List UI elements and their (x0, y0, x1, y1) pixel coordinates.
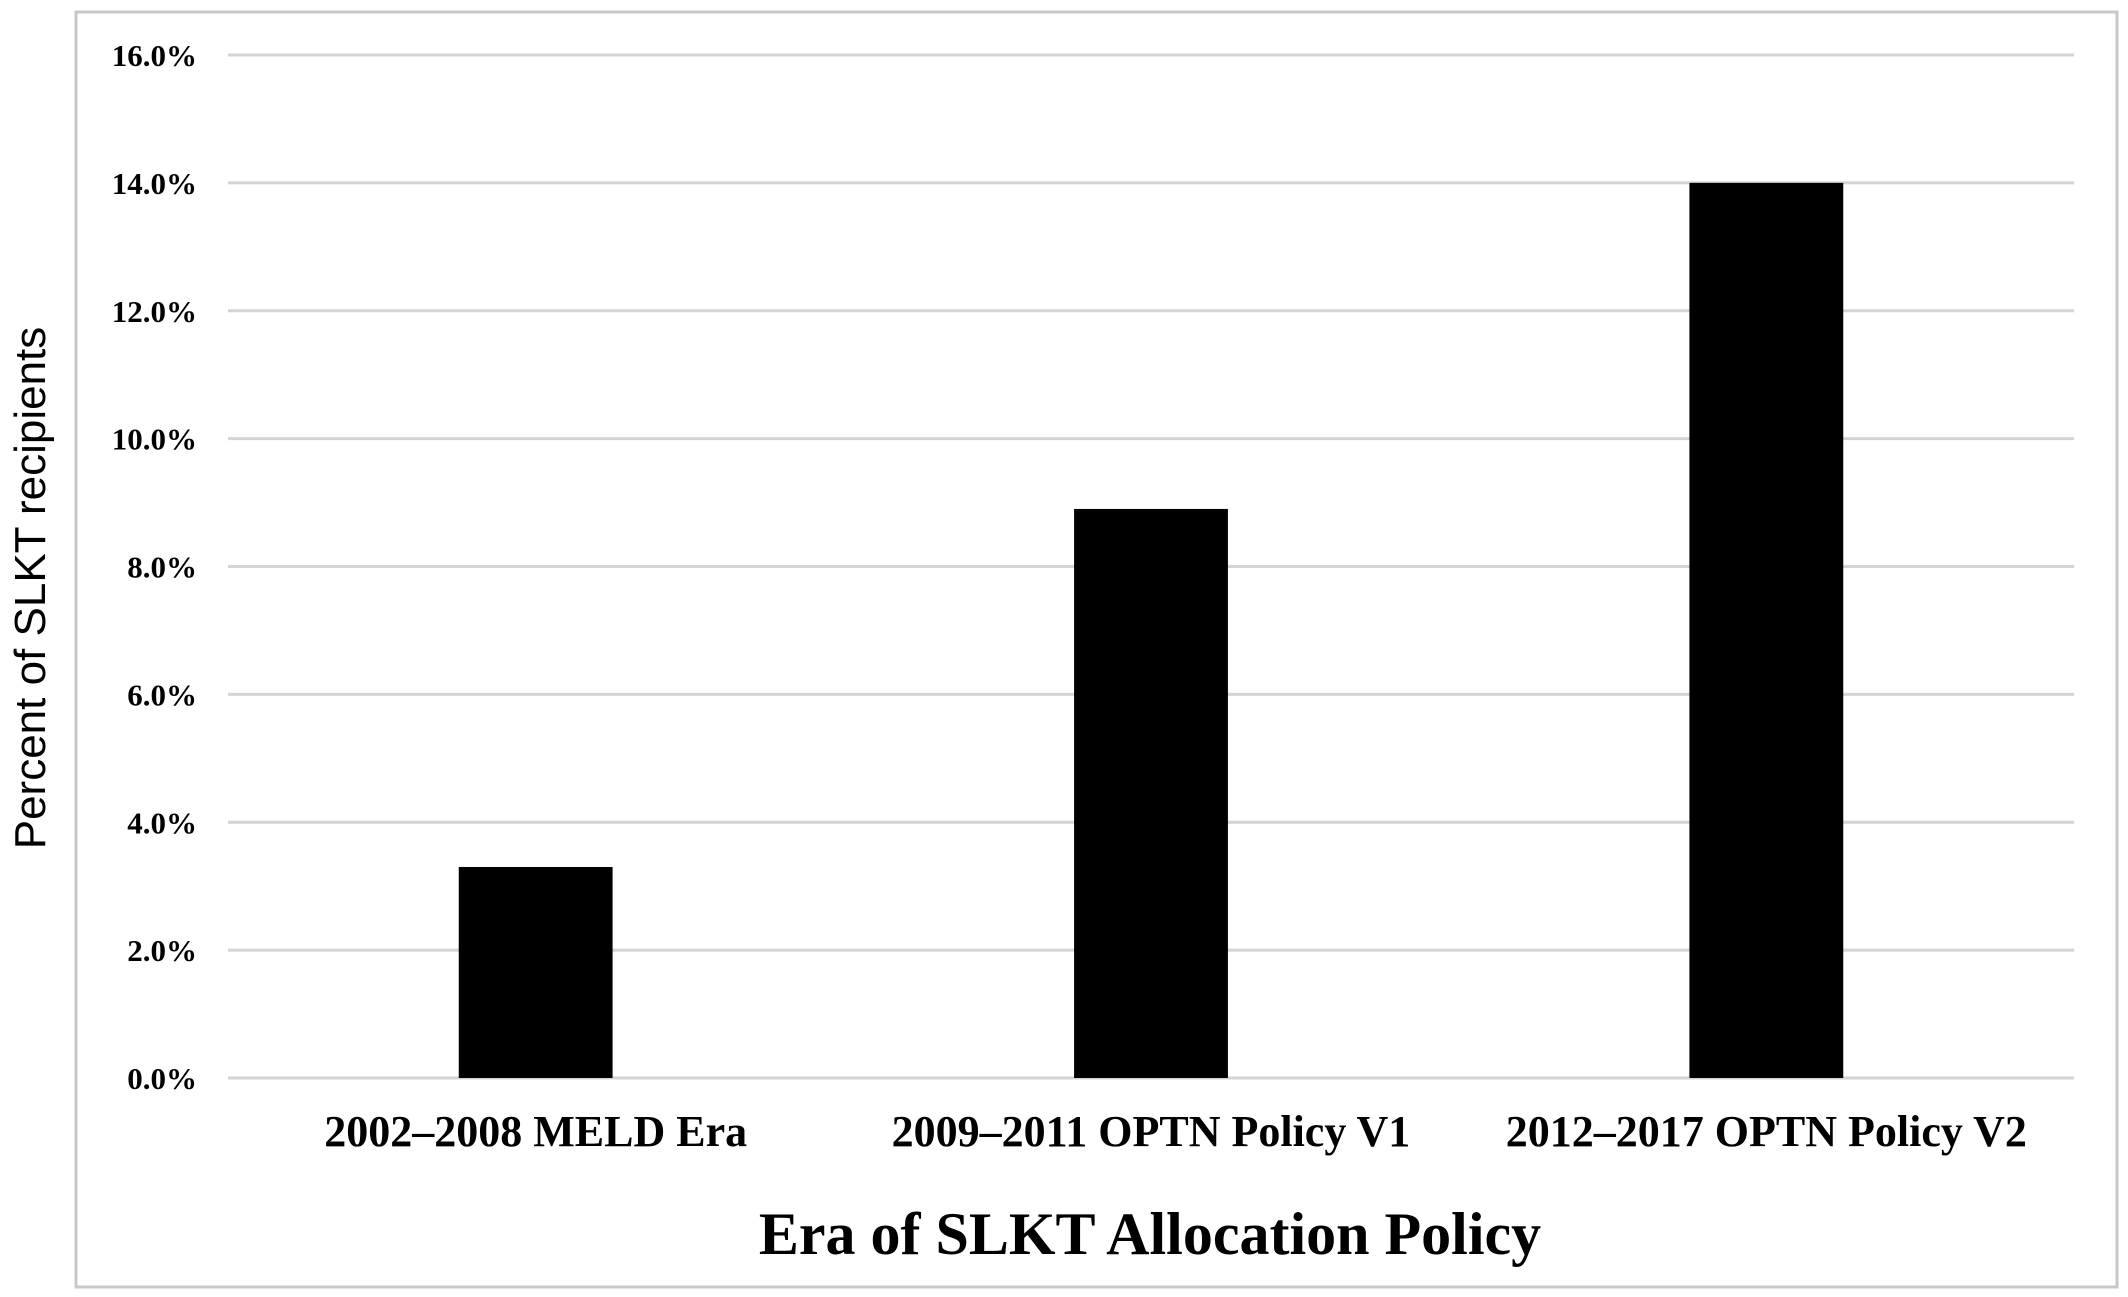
y-tick-label: 6.0% (127, 677, 197, 712)
y-tick-label: 16.0% (112, 38, 197, 73)
y-tick-label: 12.0% (112, 294, 197, 329)
y-tick-label: 8.0% (127, 550, 197, 585)
x-tick-label: 2002‒2008 MELD Era (324, 1107, 747, 1156)
y-tick-label: 14.0% (112, 166, 197, 201)
bar (1689, 182, 1844, 1078)
y-tick-label: 2.0% (127, 933, 197, 968)
x-tick-labels: 2002‒2008 MELD Era 2009‒2011 OPTN Policy … (324, 1107, 2027, 1156)
y-tick-label: 10.0% (112, 422, 197, 457)
bar (458, 867, 613, 1078)
y-tick-labels: 0.0% 2.0% 4.0% 6.0% 8.0% 10.0% 12.0% 14.0% 16.0% (112, 38, 197, 1096)
y-tick-label: 4.0% (127, 805, 197, 840)
x-axis-label: Era of SLKT Allocation Policy (759, 1201, 1541, 1267)
x-tick-label: 2012‒2017 OPTN Policy V2 (1506, 1107, 2027, 1156)
bar (1074, 508, 1228, 1078)
y-axis-label: Percent of SLKT recipients (6, 327, 55, 850)
bars (458, 182, 1844, 1078)
y-tick-label: 0.0% (127, 1061, 197, 1096)
x-tick-label: 2009‒2011 OPTN Policy V1 (892, 1107, 1411, 1156)
